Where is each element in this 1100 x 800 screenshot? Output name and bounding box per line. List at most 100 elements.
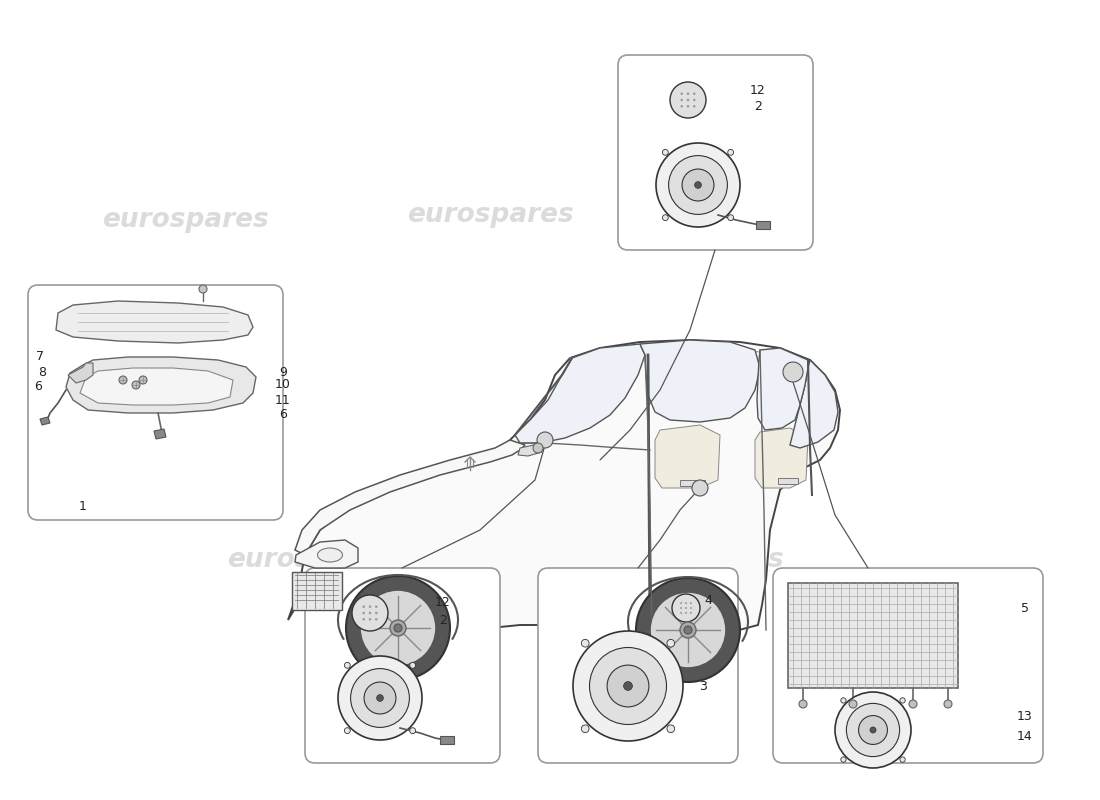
Circle shape <box>680 622 696 638</box>
Circle shape <box>667 725 674 733</box>
Polygon shape <box>295 540 358 568</box>
Circle shape <box>362 606 365 608</box>
Circle shape <box>376 694 384 702</box>
Polygon shape <box>757 348 808 430</box>
Circle shape <box>690 612 692 614</box>
Circle shape <box>362 618 365 621</box>
Circle shape <box>139 376 147 384</box>
Text: 3: 3 <box>700 679 707 693</box>
Polygon shape <box>56 301 253 343</box>
Circle shape <box>799 700 807 708</box>
Polygon shape <box>40 417 49 425</box>
Circle shape <box>344 728 350 734</box>
Ellipse shape <box>318 548 342 562</box>
Circle shape <box>685 602 688 604</box>
Text: eurospares: eurospares <box>447 562 614 588</box>
Circle shape <box>686 93 690 95</box>
Circle shape <box>686 98 690 102</box>
Circle shape <box>368 618 372 621</box>
Polygon shape <box>654 425 720 488</box>
FancyBboxPatch shape <box>538 568 738 763</box>
Text: 11: 11 <box>275 394 290 406</box>
Circle shape <box>840 698 846 703</box>
Circle shape <box>944 700 952 708</box>
Circle shape <box>846 703 900 757</box>
Polygon shape <box>288 340 840 638</box>
Circle shape <box>680 612 682 614</box>
Polygon shape <box>790 360 838 448</box>
Circle shape <box>344 662 350 668</box>
Circle shape <box>390 620 406 636</box>
Circle shape <box>690 607 692 609</box>
Text: eurospares: eurospares <box>227 547 394 573</box>
Circle shape <box>375 606 377 608</box>
Circle shape <box>351 669 409 727</box>
Circle shape <box>352 595 388 631</box>
Circle shape <box>132 381 140 389</box>
Circle shape <box>409 728 416 734</box>
FancyBboxPatch shape <box>28 285 283 520</box>
Circle shape <box>375 612 377 614</box>
Circle shape <box>669 155 727 214</box>
Circle shape <box>680 602 682 604</box>
Circle shape <box>368 612 372 614</box>
Bar <box>778 478 798 484</box>
Text: 10: 10 <box>275 378 290 391</box>
Bar <box>440 736 454 744</box>
Text: 1: 1 <box>79 501 87 514</box>
Text: eurospares: eurospares <box>407 202 573 228</box>
Circle shape <box>693 98 695 102</box>
Circle shape <box>682 169 714 201</box>
Polygon shape <box>68 363 94 383</box>
Bar <box>788 583 958 688</box>
Polygon shape <box>755 428 808 488</box>
Text: 9: 9 <box>279 366 287 379</box>
Circle shape <box>670 82 706 118</box>
Polygon shape <box>640 340 760 422</box>
Circle shape <box>681 105 683 107</box>
Text: 2: 2 <box>755 101 762 114</box>
Text: 4: 4 <box>704 594 712 606</box>
Circle shape <box>685 612 688 614</box>
Circle shape <box>900 698 905 703</box>
Circle shape <box>409 662 416 668</box>
Text: eurospares: eurospares <box>617 547 783 573</box>
Circle shape <box>338 656 422 740</box>
Text: eurospares: eurospares <box>101 207 268 233</box>
Circle shape <box>684 626 692 634</box>
Polygon shape <box>80 368 233 405</box>
Circle shape <box>364 682 396 714</box>
Text: 12: 12 <box>750 83 766 97</box>
Circle shape <box>835 692 911 768</box>
Circle shape <box>849 700 857 708</box>
Circle shape <box>662 214 669 221</box>
Circle shape <box>394 624 402 632</box>
Circle shape <box>681 98 683 102</box>
Text: 12: 12 <box>436 597 451 610</box>
Circle shape <box>362 612 365 614</box>
Polygon shape <box>515 344 645 443</box>
Circle shape <box>650 592 726 668</box>
Text: 6: 6 <box>34 381 42 394</box>
Circle shape <box>656 143 740 227</box>
FancyBboxPatch shape <box>773 568 1043 763</box>
Circle shape <box>590 647 667 725</box>
Text: 6: 6 <box>279 409 287 422</box>
Circle shape <box>346 576 450 680</box>
Circle shape <box>667 639 674 647</box>
Polygon shape <box>518 444 542 456</box>
Circle shape <box>686 105 690 107</box>
Circle shape <box>582 639 590 647</box>
Circle shape <box>859 715 888 745</box>
FancyBboxPatch shape <box>305 568 500 763</box>
Circle shape <box>693 93 695 95</box>
Circle shape <box>692 480 708 496</box>
Circle shape <box>672 594 700 622</box>
Bar <box>756 221 770 229</box>
Polygon shape <box>295 440 525 555</box>
Circle shape <box>537 432 553 448</box>
Circle shape <box>375 618 377 621</box>
Circle shape <box>680 607 682 609</box>
Text: 2: 2 <box>439 614 447 626</box>
Circle shape <box>681 93 683 95</box>
